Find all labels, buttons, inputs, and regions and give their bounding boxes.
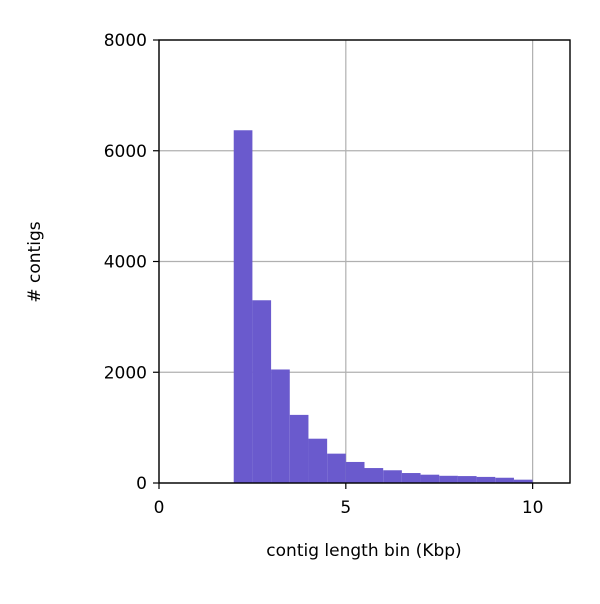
y-tick-label: 0 [136,474,147,494]
bar [513,479,533,483]
plot-frame [158,39,571,484]
bar [233,130,253,484]
y-tick-label: 4000 [104,253,147,273]
bar [383,470,402,483]
x-tick-label: 0 [154,498,165,518]
y-axis-label: # contigs [25,221,45,302]
bar [289,414,309,483]
bar [401,473,421,483]
bar [420,474,440,483]
bar [345,461,365,483]
x-tick-label: 5 [340,498,351,518]
bar [364,468,384,483]
y-tick-label: 2000 [104,363,147,383]
bar [495,477,514,483]
bar [439,475,458,483]
bar [308,438,328,483]
y-tick-label: 8000 [104,31,147,51]
bar [271,369,290,483]
y-tick-label: 6000 [104,142,147,162]
x-tick-label: 10 [522,498,544,518]
bar [327,453,346,483]
x-axis-label: contig length bin (Kbp) [266,541,461,561]
bar [457,476,477,483]
bar [252,300,272,483]
bar [476,476,496,483]
